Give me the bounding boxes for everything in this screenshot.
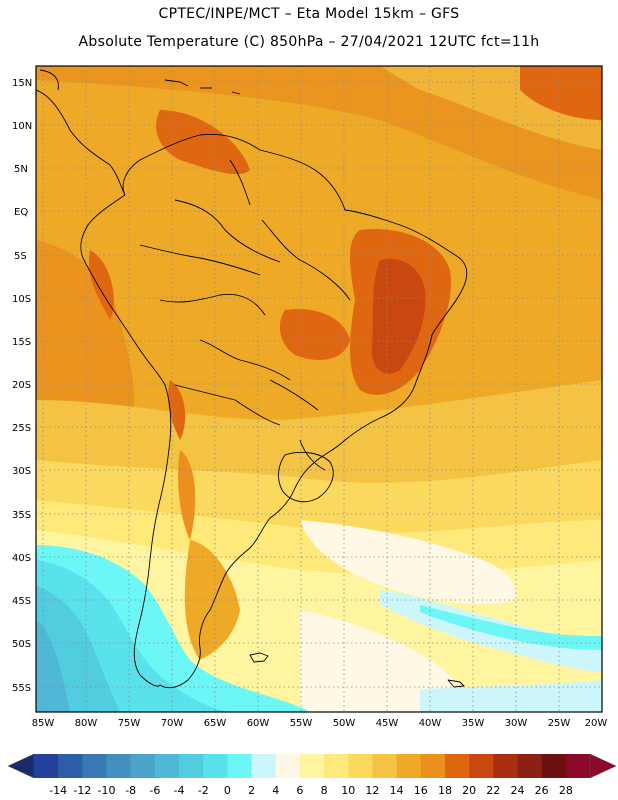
colorbar-label: 0	[224, 784, 231, 797]
longitude-labels: 85W 80W 75W 70W 65W 60W 55W 50W 45W 40W …	[32, 718, 608, 729]
colorbar-label: -4	[174, 784, 185, 797]
lat-label: 10S	[12, 294, 31, 305]
colorbar-label: 26	[535, 784, 549, 797]
lat-label: 10N	[12, 121, 32, 132]
colorbar-label: 6	[296, 784, 303, 797]
colorbar-label: -6	[149, 784, 160, 797]
colorbar-cell	[203, 754, 228, 778]
colorbar-cell	[444, 754, 470, 778]
colorbar-cell	[493, 754, 518, 778]
colorbar-cell	[420, 754, 446, 778]
colorbar-label: -12	[73, 784, 91, 797]
colorbar-cell	[517, 754, 542, 778]
lat-label: 40S	[12, 553, 31, 564]
lat-label: 5S	[14, 251, 27, 262]
colorbar-label: -8	[125, 784, 136, 797]
colorbar-cell	[58, 754, 83, 778]
colorbar-cell	[106, 754, 131, 778]
lon-label: 30W	[505, 718, 528, 729]
colorbar-cell	[130, 754, 156, 778]
map-frame	[35, 65, 603, 713]
colorbar-label: -2	[198, 784, 209, 797]
colorbar-cell	[82, 754, 107, 778]
lon-label: 25W	[548, 718, 571, 729]
colorbar-cells	[7, 753, 617, 779]
colorbar-cell	[154, 754, 180, 778]
lon-label: 65W	[204, 718, 227, 729]
lat-label: 5N	[14, 164, 28, 175]
lat-label: 55S	[12, 683, 31, 694]
colorbar-cell	[372, 754, 397, 778]
colorbar-label: -14	[49, 784, 67, 797]
colorbar-label: 2	[248, 784, 255, 797]
colorbar-cell	[348, 754, 373, 778]
lon-label: 70W	[161, 718, 184, 729]
colorbar-label: 22	[486, 784, 500, 797]
colorbar-labels: -14 -12 -10 -8 -6 -4 -2 0 2 4 6 8 10 12 14 16 18 20 22 24 26…	[49, 784, 573, 797]
lat-label: EQ	[14, 207, 28, 218]
colorbar-label: 28	[559, 784, 573, 797]
colorbar-cell	[251, 754, 277, 778]
title-line-1: CPTEC/INPE/MCT – Eta Model 15km – GFS	[158, 6, 460, 22]
colorbar-under-arrow	[7, 753, 35, 779]
colorbar-label: 4	[272, 784, 279, 797]
colorbar-label: 20	[462, 784, 476, 797]
colorbar-cell	[34, 754, 59, 778]
colorbar-label: 10	[341, 784, 355, 797]
colorbar-cell	[324, 754, 349, 778]
colorbar-label: 18	[438, 784, 452, 797]
colorbar-label: 24	[510, 784, 524, 797]
colorbar-cell	[179, 754, 204, 778]
lon-label: 60W	[247, 718, 270, 729]
lat-label: 35S	[12, 510, 31, 521]
colorbar-cell	[541, 754, 567, 778]
colorbar-label: 16	[414, 784, 428, 797]
colorbar-label: -10	[98, 784, 116, 797]
lon-label: 20W	[585, 718, 608, 729]
colorbar-cell	[299, 754, 325, 778]
lat-label: 25S	[12, 423, 31, 434]
lon-label: 75W	[118, 718, 141, 729]
colorbar-label: 12	[365, 784, 379, 797]
colorbar-over-arrow	[589, 753, 617, 779]
lat-label: 20S	[12, 380, 31, 391]
lon-label: 45W	[376, 718, 399, 729]
lon-label: 35W	[462, 718, 485, 729]
colorbar-cell	[565, 754, 591, 778]
colorbar-cell	[275, 754, 301, 778]
lat-label: 15N	[12, 78, 32, 89]
coastlines	[36, 69, 468, 689]
colorbar-label: 8	[321, 784, 328, 797]
lon-label: 40W	[419, 718, 442, 729]
lon-label: 85W	[32, 718, 55, 729]
colorbar-label: 14	[390, 784, 404, 797]
lat-label: 30S	[12, 466, 31, 477]
colorbar-cell	[227, 754, 252, 778]
lat-label: 50S	[12, 639, 31, 650]
lon-label: 80W	[75, 718, 98, 729]
lon-label: 55W	[290, 718, 313, 729]
temperature-field	[36, 66, 602, 712]
lat-label: 15S	[12, 337, 31, 348]
lon-label: 50W	[333, 718, 356, 729]
colorbar-cell	[469, 754, 494, 778]
title-line-2: Absolute Temperature (C) 850hPa – 27/04/…	[78, 34, 540, 50]
latitude-labels: 15N 10N 5N EQ 5S 10S 15S 20S 25S 30S 35S…	[12, 78, 32, 694]
lat-label: 45S	[12, 596, 31, 607]
colorbar-cell	[396, 754, 422, 778]
